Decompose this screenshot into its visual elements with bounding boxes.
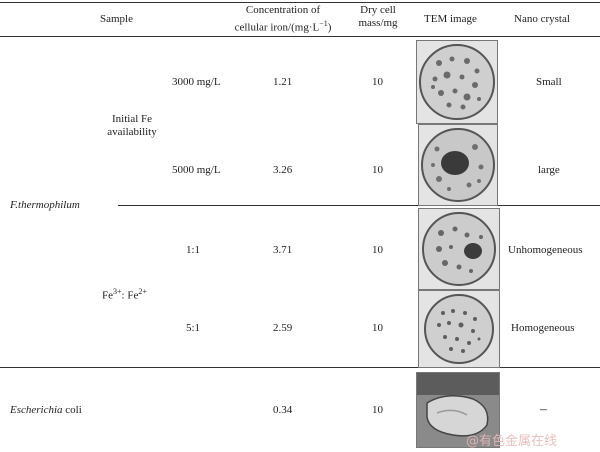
row3-condition: 1:1 bbox=[186, 244, 201, 256]
row4-nano: Homogeneous bbox=[511, 322, 575, 334]
ratio-fe2: : Fe bbox=[121, 289, 139, 302]
header-concentration: Concentration of cellular iron/(mg·L−1) bbox=[228, 4, 338, 35]
row3-nano: Unhomogeneous bbox=[508, 244, 583, 256]
header-dry-line2: mass/mg bbox=[358, 17, 398, 29]
group2-rule bbox=[0, 367, 600, 368]
conc-unit: cellular iron/(mg·L bbox=[234, 21, 320, 34]
row2-nano: large bbox=[538, 164, 560, 176]
ratio-label: Fe3+: Fe2+ bbox=[102, 287, 147, 302]
initial-fe-line2: availability bbox=[107, 126, 157, 138]
row5-mass: 10 bbox=[372, 404, 383, 416]
row4-conc: 2.59 bbox=[273, 322, 293, 334]
ratio-fe2-sup: 2+ bbox=[138, 287, 147, 296]
header-dry-line1: Dry cell bbox=[360, 4, 396, 16]
row5-nano: – bbox=[540, 402, 547, 417]
tem-image-ratio-1-1 bbox=[418, 208, 500, 290]
header-concentration-line1: Concentration of bbox=[245, 4, 321, 16]
row1-conc: 1.21 bbox=[273, 76, 293, 88]
row2-conc: 3.26 bbox=[273, 164, 293, 176]
top-rule bbox=[0, 2, 600, 3]
conc-unit-sup: −1 bbox=[319, 19, 328, 28]
tem-image-3000 bbox=[416, 40, 498, 124]
header-sample: Sample bbox=[100, 13, 133, 25]
tem-image-ratio-5-1 bbox=[418, 290, 500, 368]
ratio-fe3: Fe bbox=[102, 289, 113, 302]
tem-image-5000 bbox=[418, 124, 498, 206]
watermark: @有色金属在线 bbox=[466, 434, 558, 449]
row1-mass: 10 bbox=[372, 76, 383, 88]
row2-mass: 10 bbox=[372, 164, 383, 176]
header-concentration-line2: cellular iron/(mg·L−1) bbox=[228, 17, 338, 35]
tem-image-ecoli bbox=[416, 372, 500, 448]
row1-condition: 3000 mg/L bbox=[172, 76, 221, 88]
species-label: F.thermophilum bbox=[10, 199, 80, 211]
row3-conc: 3.71 bbox=[273, 244, 293, 256]
row2-condition: 5000 mg/L bbox=[172, 164, 221, 176]
ratio-fe3-sup: 3+ bbox=[113, 287, 122, 296]
row4-mass: 10 bbox=[372, 322, 383, 334]
row4-condition: 5:1 bbox=[186, 322, 201, 334]
row3-mass: 10 bbox=[372, 244, 383, 256]
ecoli-species: coli bbox=[62, 404, 82, 416]
initial-fe-label: Initial Fe availability bbox=[92, 113, 172, 139]
initial-fe-line1: Initial Fe bbox=[111, 113, 153, 125]
row5-conc: 0.34 bbox=[273, 404, 293, 416]
ecoli-label: Escherichia coli bbox=[10, 404, 82, 416]
ecoli-genus: Escherichia bbox=[10, 404, 63, 416]
conc-unit-tail: ) bbox=[327, 21, 332, 34]
header-rule bbox=[0, 36, 600, 37]
header-dry-mass: Dry cell mass/mg bbox=[348, 4, 408, 30]
header-tem: TEM image bbox=[424, 13, 477, 25]
group1-rule bbox=[118, 205, 600, 206]
header-nano: Nano crystal bbox=[514, 13, 570, 25]
row1-nano: Small bbox=[536, 76, 562, 88]
